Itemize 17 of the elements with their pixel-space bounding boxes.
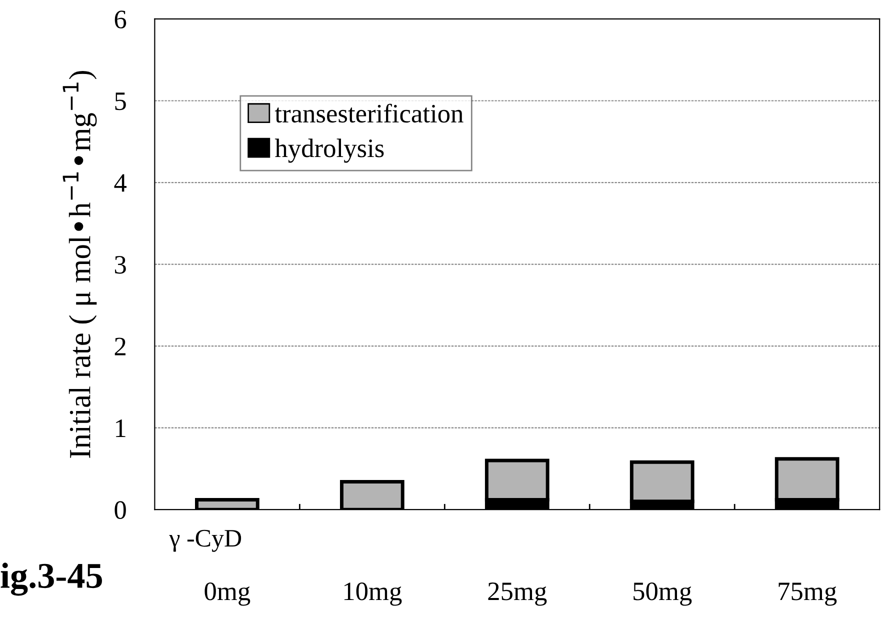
y-axis-title: Initial rate ( μ mol•h$^{−1}$•mg$^{−1}$): [62, 70, 97, 458]
y-tick-label: 2: [114, 338, 126, 356]
y-tick-label: 1: [116, 420, 126, 437]
x-tick-label: 25mg: [488, 582, 547, 606]
text: ig.3-45: [0, 562, 102, 596]
y-tick-label: 5: [115, 92, 126, 110]
x-tick-label: 0mg: [204, 582, 250, 606]
y-tick-label: 6: [114, 10, 126, 28]
x-tick-label: 75mg: [778, 582, 837, 606]
y-tick-label: 0: [114, 501, 126, 519]
y-tick-label: 4: [114, 174, 127, 192]
legend-label: hydrolysis: [274, 138, 384, 163]
x-tick-label: 10mg: [344, 582, 402, 606]
x-tick-label: 50mg: [634, 582, 692, 606]
x-axis-title: γ -CyD: [169, 530, 242, 552]
legend-label: transesterification: [274, 104, 464, 123]
y-tick-label: 3: [114, 256, 126, 274]
